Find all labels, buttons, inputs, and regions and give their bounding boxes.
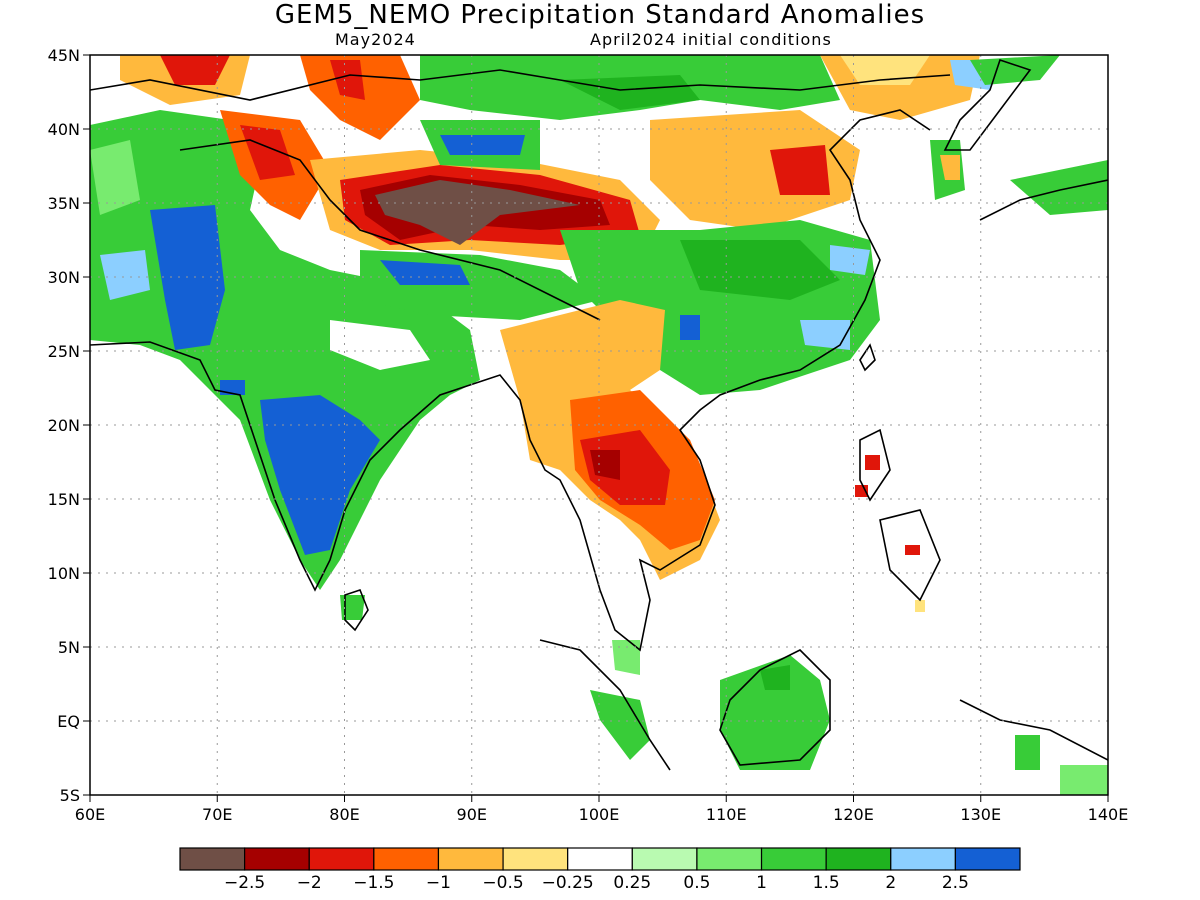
lat-tick-label: 5S <box>60 786 80 805</box>
lat-tick-label: 25N <box>48 342 80 361</box>
lon-tick-label: 70E <box>202 805 232 824</box>
lon-tick-label: 90E <box>457 805 487 824</box>
colorbar-swatch <box>373 847 440 871</box>
colorbar-swatch <box>502 847 569 871</box>
initial-conditions-label: April2024 initial conditions <box>590 30 832 49</box>
lon-tick-label: 100E <box>579 805 620 824</box>
lat-tick-label: 30N <box>48 268 80 287</box>
colorbar-label: 1.5 <box>813 873 840 893</box>
colorbar-label: −0.5 <box>482 873 523 893</box>
colorbar-label: 0.5 <box>683 873 710 893</box>
colorbar-swatch <box>437 847 504 871</box>
lat-tick-label: 35N <box>48 194 80 213</box>
lat-tick-label: 20N <box>48 416 80 435</box>
lon-tick-label: 130E <box>960 805 1001 824</box>
colorbar-label: 1 <box>756 873 767 893</box>
lon-tick-label: 120E <box>833 805 874 824</box>
colorbar-swatch <box>760 847 827 871</box>
colorbar-swatch <box>890 847 956 871</box>
colorbar-swatch <box>179 847 246 871</box>
lon-tick-label: 110E <box>706 805 747 824</box>
colorbar-label: −2 <box>297 873 322 893</box>
lat-tick-label: 5N <box>58 638 80 657</box>
colorbar: −2.5 −2 −1.5 −1 −0.5 −0.25 0.25 0.5 1 1.5 2 2.5 <box>179 847 1021 893</box>
colorbar-label: −0.25 <box>542 873 594 893</box>
map-title: GEM5_NEMO Precipitation Standard Anomali… <box>274 0 926 30</box>
longitude-axis: 60E 70E 80E 90E 100E 110E 120E 130E 140E <box>75 795 1129 824</box>
lon-tick-label: 60E <box>75 805 105 824</box>
lat-tick-label: 10N <box>48 564 80 583</box>
lon-tick-label: 80E <box>329 805 359 824</box>
latitude-axis: 45N 40N 35N 30N 25N 20N 15N 10N 5N EQ 5S <box>48 46 90 805</box>
anomaly-field <box>90 55 1108 795</box>
colorbar-swatch <box>631 847 698 871</box>
colorbar-swatch <box>696 847 763 871</box>
colorbar-swatch <box>954 847 1021 871</box>
grid-lines <box>90 55 1108 795</box>
colorbar-label: −1 <box>426 873 451 893</box>
valid-period-label: May2024 <box>335 30 416 49</box>
colorbar-label: 2 <box>885 873 896 893</box>
lon-tick-label: 140E <box>1088 805 1129 824</box>
lat-tick-label: 15N <box>48 490 80 509</box>
colorbar-swatch <box>308 847 375 871</box>
colorbar-label: 0.25 <box>613 873 651 893</box>
lat-tick-label: EQ <box>57 712 80 731</box>
colorbar-label: 2.5 <box>942 873 969 893</box>
coastlines <box>90 58 1108 771</box>
colorbar-swatch <box>567 847 633 871</box>
colorbar-swatch <box>825 847 892 871</box>
colorbar-label: −1.5 <box>353 873 394 893</box>
colorbar-swatch <box>244 847 310 871</box>
lat-tick-label: 40N <box>48 120 80 139</box>
lat-tick-label: 45N <box>48 46 80 65</box>
colorbar-label: −2.5 <box>224 873 265 893</box>
